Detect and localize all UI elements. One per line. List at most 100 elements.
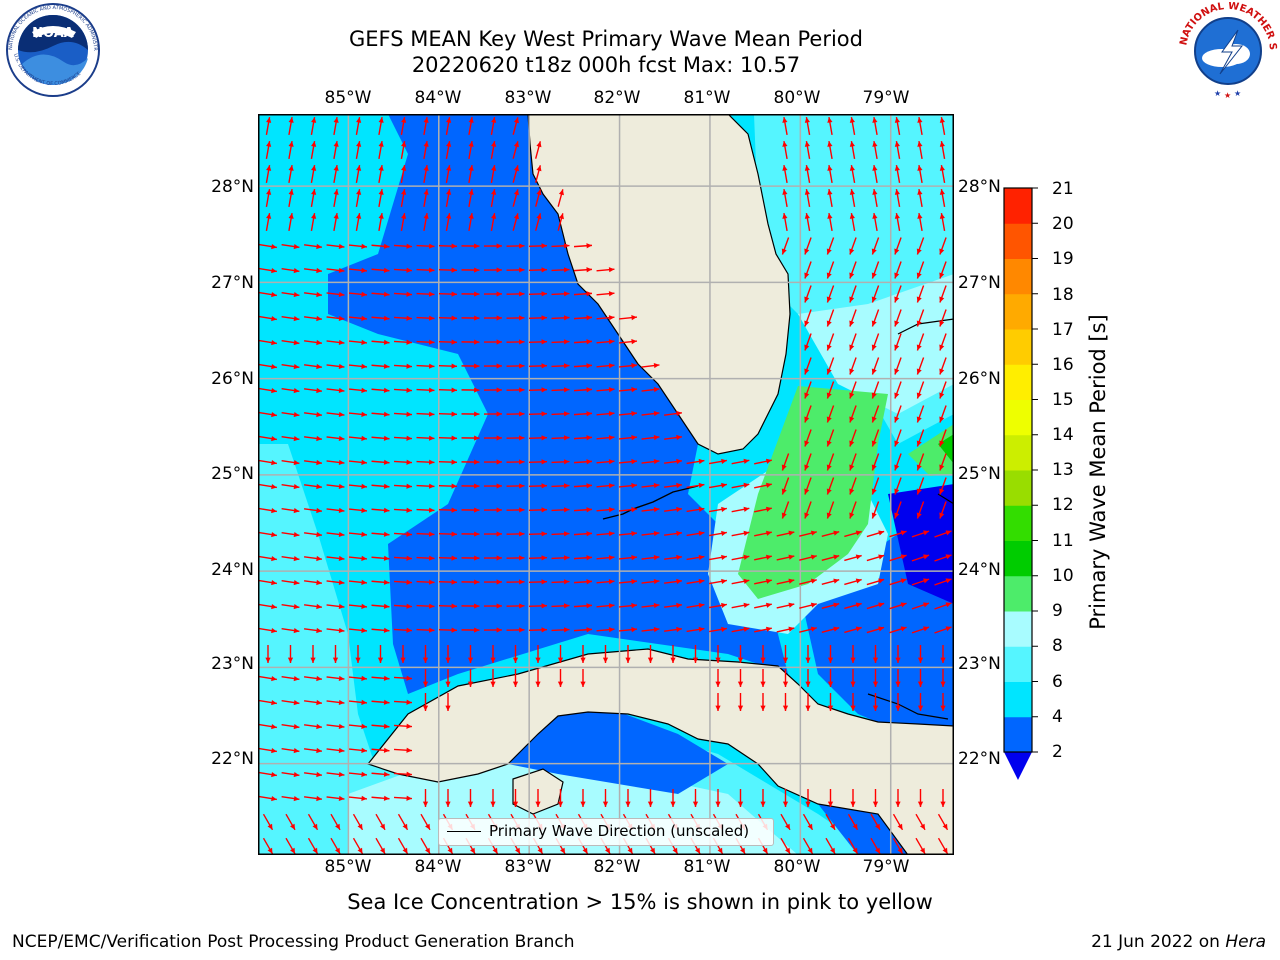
wave-arrow-head bbox=[939, 512, 945, 519]
wave-arrow-head bbox=[266, 165, 272, 171]
chart-title: GEFS MEAN Key West Primary Wave Mean Per… bbox=[349, 27, 863, 51]
wave-arrow-head bbox=[316, 747, 322, 754]
wave-arrow-head bbox=[496, 387, 502, 393]
wave-arrow-head bbox=[406, 747, 412, 753]
wave-arrow-head bbox=[608, 507, 615, 513]
wave-arrow-head bbox=[788, 554, 795, 560]
wave-arrow-head bbox=[451, 603, 457, 609]
wave-arrow-head bbox=[871, 464, 877, 471]
wave-arrow-head bbox=[900, 626, 907, 632]
colorbar-tick-label: 4 bbox=[1052, 707, 1063, 727]
wave-arrow-head bbox=[715, 657, 721, 663]
wave-arrow-head bbox=[474, 579, 480, 585]
wave-arrow-head bbox=[826, 344, 832, 351]
wave-arrow-head bbox=[782, 657, 789, 663]
wave-arrow-head bbox=[760, 681, 766, 687]
lat-label-right: 28°N bbox=[958, 177, 1001, 197]
wave-arrow-head bbox=[760, 705, 766, 711]
wave-arrow-head bbox=[451, 267, 457, 273]
wave-arrow-head bbox=[425, 823, 430, 830]
wave-arrow-head bbox=[676, 578, 682, 585]
wave-arrow-head bbox=[945, 554, 952, 560]
wave-arrow-head bbox=[271, 604, 277, 610]
wave-arrow-head bbox=[586, 603, 592, 609]
wave-arrow-head bbox=[446, 117, 452, 123]
wave-arrow-head bbox=[939, 488, 945, 495]
lat-label-right: 26°N bbox=[958, 369, 1001, 389]
wave-arrow-head bbox=[474, 291, 480, 297]
wave-arrow-head bbox=[698, 506, 705, 513]
wave-arrow-head bbox=[804, 165, 810, 171]
wave-arrow-head bbox=[894, 141, 900, 147]
wave-arrow-head bbox=[827, 213, 833, 219]
wave-arrow-head bbox=[338, 363, 345, 370]
wave-arrow-head bbox=[470, 847, 475, 854]
wave-arrow-head bbox=[676, 626, 682, 633]
wave-arrow-head bbox=[765, 626, 772, 632]
wave-arrow-head bbox=[945, 626, 952, 632]
wave-arrow-head bbox=[541, 243, 547, 249]
wave-arrow-head bbox=[715, 705, 721, 711]
wave-arrow-head bbox=[428, 603, 435, 609]
wave-arrow-head bbox=[916, 440, 922, 447]
wave-arrow-head bbox=[519, 267, 525, 273]
wave-arrow-head bbox=[916, 272, 922, 279]
wave-arrow-head bbox=[490, 657, 496, 663]
wave-arrow-head bbox=[602, 801, 609, 807]
colorbar-cell bbox=[1004, 505, 1032, 541]
wave-arrow-head bbox=[541, 531, 547, 537]
wave-arrow-head bbox=[676, 410, 682, 417]
wave-arrow-head bbox=[468, 213, 474, 219]
wave-arrow-head bbox=[406, 603, 412, 609]
lat-label-right: 27°N bbox=[958, 273, 1001, 293]
wave-arrow-head bbox=[849, 416, 855, 423]
period-band-2-4-gulf bbox=[328, 114, 788, 694]
wave-arrow-head bbox=[361, 387, 367, 393]
wave-arrow-head bbox=[357, 847, 363, 854]
wave-arrow-head bbox=[605, 847, 610, 854]
wave-arrow-head bbox=[782, 801, 789, 807]
wave-arrow-head bbox=[513, 213, 519, 220]
wave-arrow-head bbox=[293, 363, 300, 370]
wave-arrow-head bbox=[316, 459, 322, 466]
wave-arrow-head bbox=[425, 847, 430, 854]
wave-arrow-head bbox=[492, 847, 498, 854]
wave-arrow-head bbox=[698, 530, 705, 537]
wave-arrow-head bbox=[916, 248, 922, 255]
wave-arrow-head bbox=[316, 315, 322, 322]
wave-arrow-head bbox=[496, 267, 502, 273]
wave-arrow-head bbox=[804, 488, 810, 495]
wave-arrow-head bbox=[676, 482, 682, 489]
wave-arrow-head bbox=[781, 464, 787, 471]
wave-arrow-head bbox=[805, 681, 811, 687]
nws-logo: NATIONAL WEATHER SERVICE ★ ★ ★ bbox=[1174, 0, 1278, 104]
wave-arrow-head bbox=[406, 411, 412, 417]
wave-arrow-head bbox=[765, 578, 772, 584]
wave-arrow-head bbox=[496, 243, 502, 249]
wave-arrow-head bbox=[871, 296, 877, 303]
colorbar-cell bbox=[1004, 540, 1032, 577]
wave-arrow-head bbox=[826, 440, 832, 447]
colorbar-tick-label: 11 bbox=[1052, 531, 1074, 551]
legend-line-sample bbox=[447, 831, 481, 832]
wave-arrow-head bbox=[293, 243, 300, 250]
wave-arrow-head bbox=[271, 580, 277, 586]
wave-arrow-head bbox=[849, 512, 855, 519]
wave-arrow-head bbox=[316, 435, 322, 442]
wave-arrow-head bbox=[468, 165, 474, 171]
wave-arrow-head bbox=[316, 387, 322, 394]
wave-arrow-head bbox=[445, 681, 451, 687]
wave-arrow-head bbox=[804, 464, 810, 471]
wave-arrow-head bbox=[290, 847, 295, 854]
wave-arrow-head bbox=[401, 213, 407, 219]
colorbar-tick-label: 12 bbox=[1052, 495, 1074, 515]
lon-label-top: 82°W bbox=[593, 88, 641, 108]
wave-arrow-head bbox=[827, 189, 833, 195]
wave-arrow-head bbox=[361, 267, 367, 273]
wave-arrow-head bbox=[333, 189, 339, 195]
wave-arrow-head bbox=[271, 292, 277, 298]
wave-arrow-head bbox=[423, 165, 429, 171]
wave-arrow-head bbox=[316, 531, 322, 538]
wave-arrow-head bbox=[451, 627, 457, 633]
wave-arrow-head bbox=[333, 213, 339, 219]
